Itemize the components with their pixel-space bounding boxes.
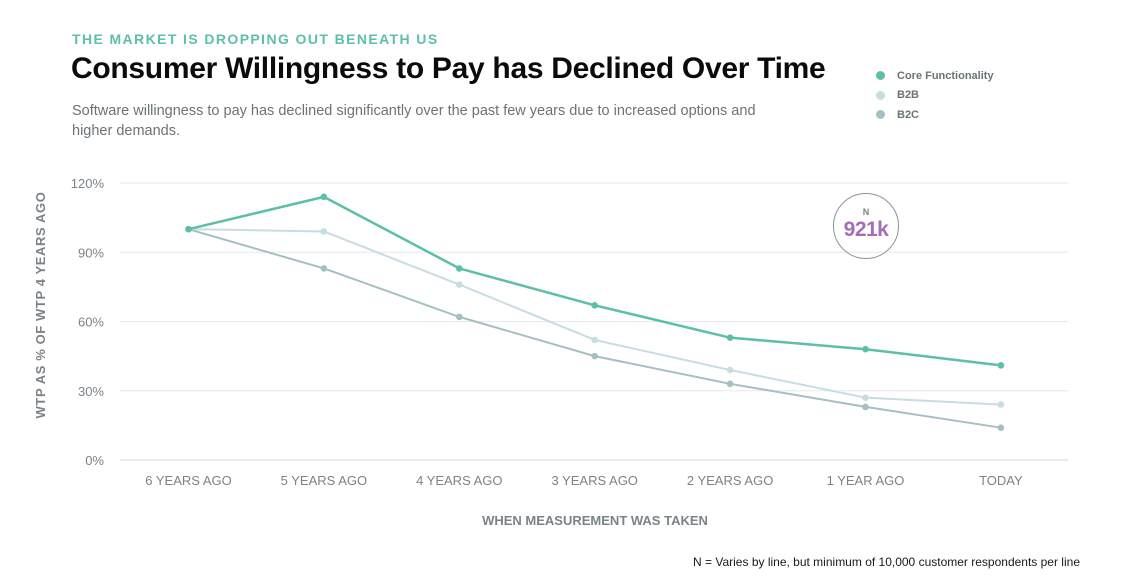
y-tick-label: 0% [85, 453, 104, 468]
data-point-core-functionality [726, 334, 734, 341]
legend-item-core-functionality: Core Functionality [876, 66, 994, 86]
legend-item-b2b: B2B [876, 86, 994, 106]
legend-label-b2c: B2C [897, 108, 920, 121]
y-tick-label: 90% [78, 245, 104, 260]
data-point-b2b [456, 281, 463, 288]
data-point-b2c [862, 403, 869, 411]
legend-item-b2c: B2C [876, 105, 994, 125]
data-point-b2c [591, 352, 598, 360]
sample-size-badge: N 921k [833, 193, 899, 259]
chart-eyebrow: THE MARKET IS DROPPING OUT BENEATH US [72, 31, 439, 47]
data-point-b2b [997, 401, 1005, 408]
data-point-b2c [320, 265, 328, 272]
x-tick-label: 1 YEAR AGO [827, 473, 905, 488]
data-point-core-functionality [456, 265, 463, 272]
data-point-core-functionality [862, 345, 869, 353]
legend-swatch-b2b [876, 90, 885, 100]
chart-legend: Core Functionality B2B B2C [876, 66, 994, 125]
x-tick-label: 4 YEARS AGO [416, 473, 502, 488]
y-tick-label: 120% [71, 176, 105, 191]
data-point-b2b [862, 394, 869, 401]
x-tick-label: 5 YEARS AGO [281, 473, 367, 488]
x-axis-title: WHEN MEASUREMENT WAS TAKEN [482, 513, 708, 528]
y-axis-title: WTP AS % OF WTP 4 YEARS AGO [33, 192, 48, 419]
legend-label-core-functionality: Core Functionality [897, 69, 994, 82]
legend-label-b2b: B2B [897, 89, 920, 102]
x-tick-label: TODAY [979, 473, 1023, 488]
x-tick-label: 6 YEARS AGO [145, 473, 231, 488]
data-point-core-functionality [185, 225, 192, 233]
data-point-core-functionality [320, 193, 328, 201]
data-point-b2b [726, 366, 734, 374]
x-tick-label: 2 YEARS AGO [687, 473, 773, 488]
sample-size-label: N [862, 207, 870, 217]
x-tick-label: 3 YEARS AGO [551, 473, 637, 488]
legend-swatch-core-functionality [876, 71, 885, 81]
data-point-core-functionality [997, 362, 1005, 369]
data-point-core-functionality [591, 302, 598, 309]
chart-subtitle: Software willingness to pay has declined… [72, 103, 756, 139]
data-point-b2b [591, 336, 598, 344]
y-tick-label: 30% [78, 384, 104, 399]
data-point-b2b [320, 228, 328, 235]
chart-title: Consumer Willingness to Pay has Declined… [71, 52, 826, 85]
y-tick-label: 60% [78, 315, 104, 330]
sample-size-value: 921k [843, 218, 889, 241]
data-point-b2c [726, 380, 734, 388]
data-point-b2c [456, 313, 463, 321]
legend-swatch-b2c [876, 110, 885, 120]
footnote: N = Varies by line, but minimum of 10,00… [693, 555, 1080, 569]
data-point-b2c [997, 424, 1005, 431]
